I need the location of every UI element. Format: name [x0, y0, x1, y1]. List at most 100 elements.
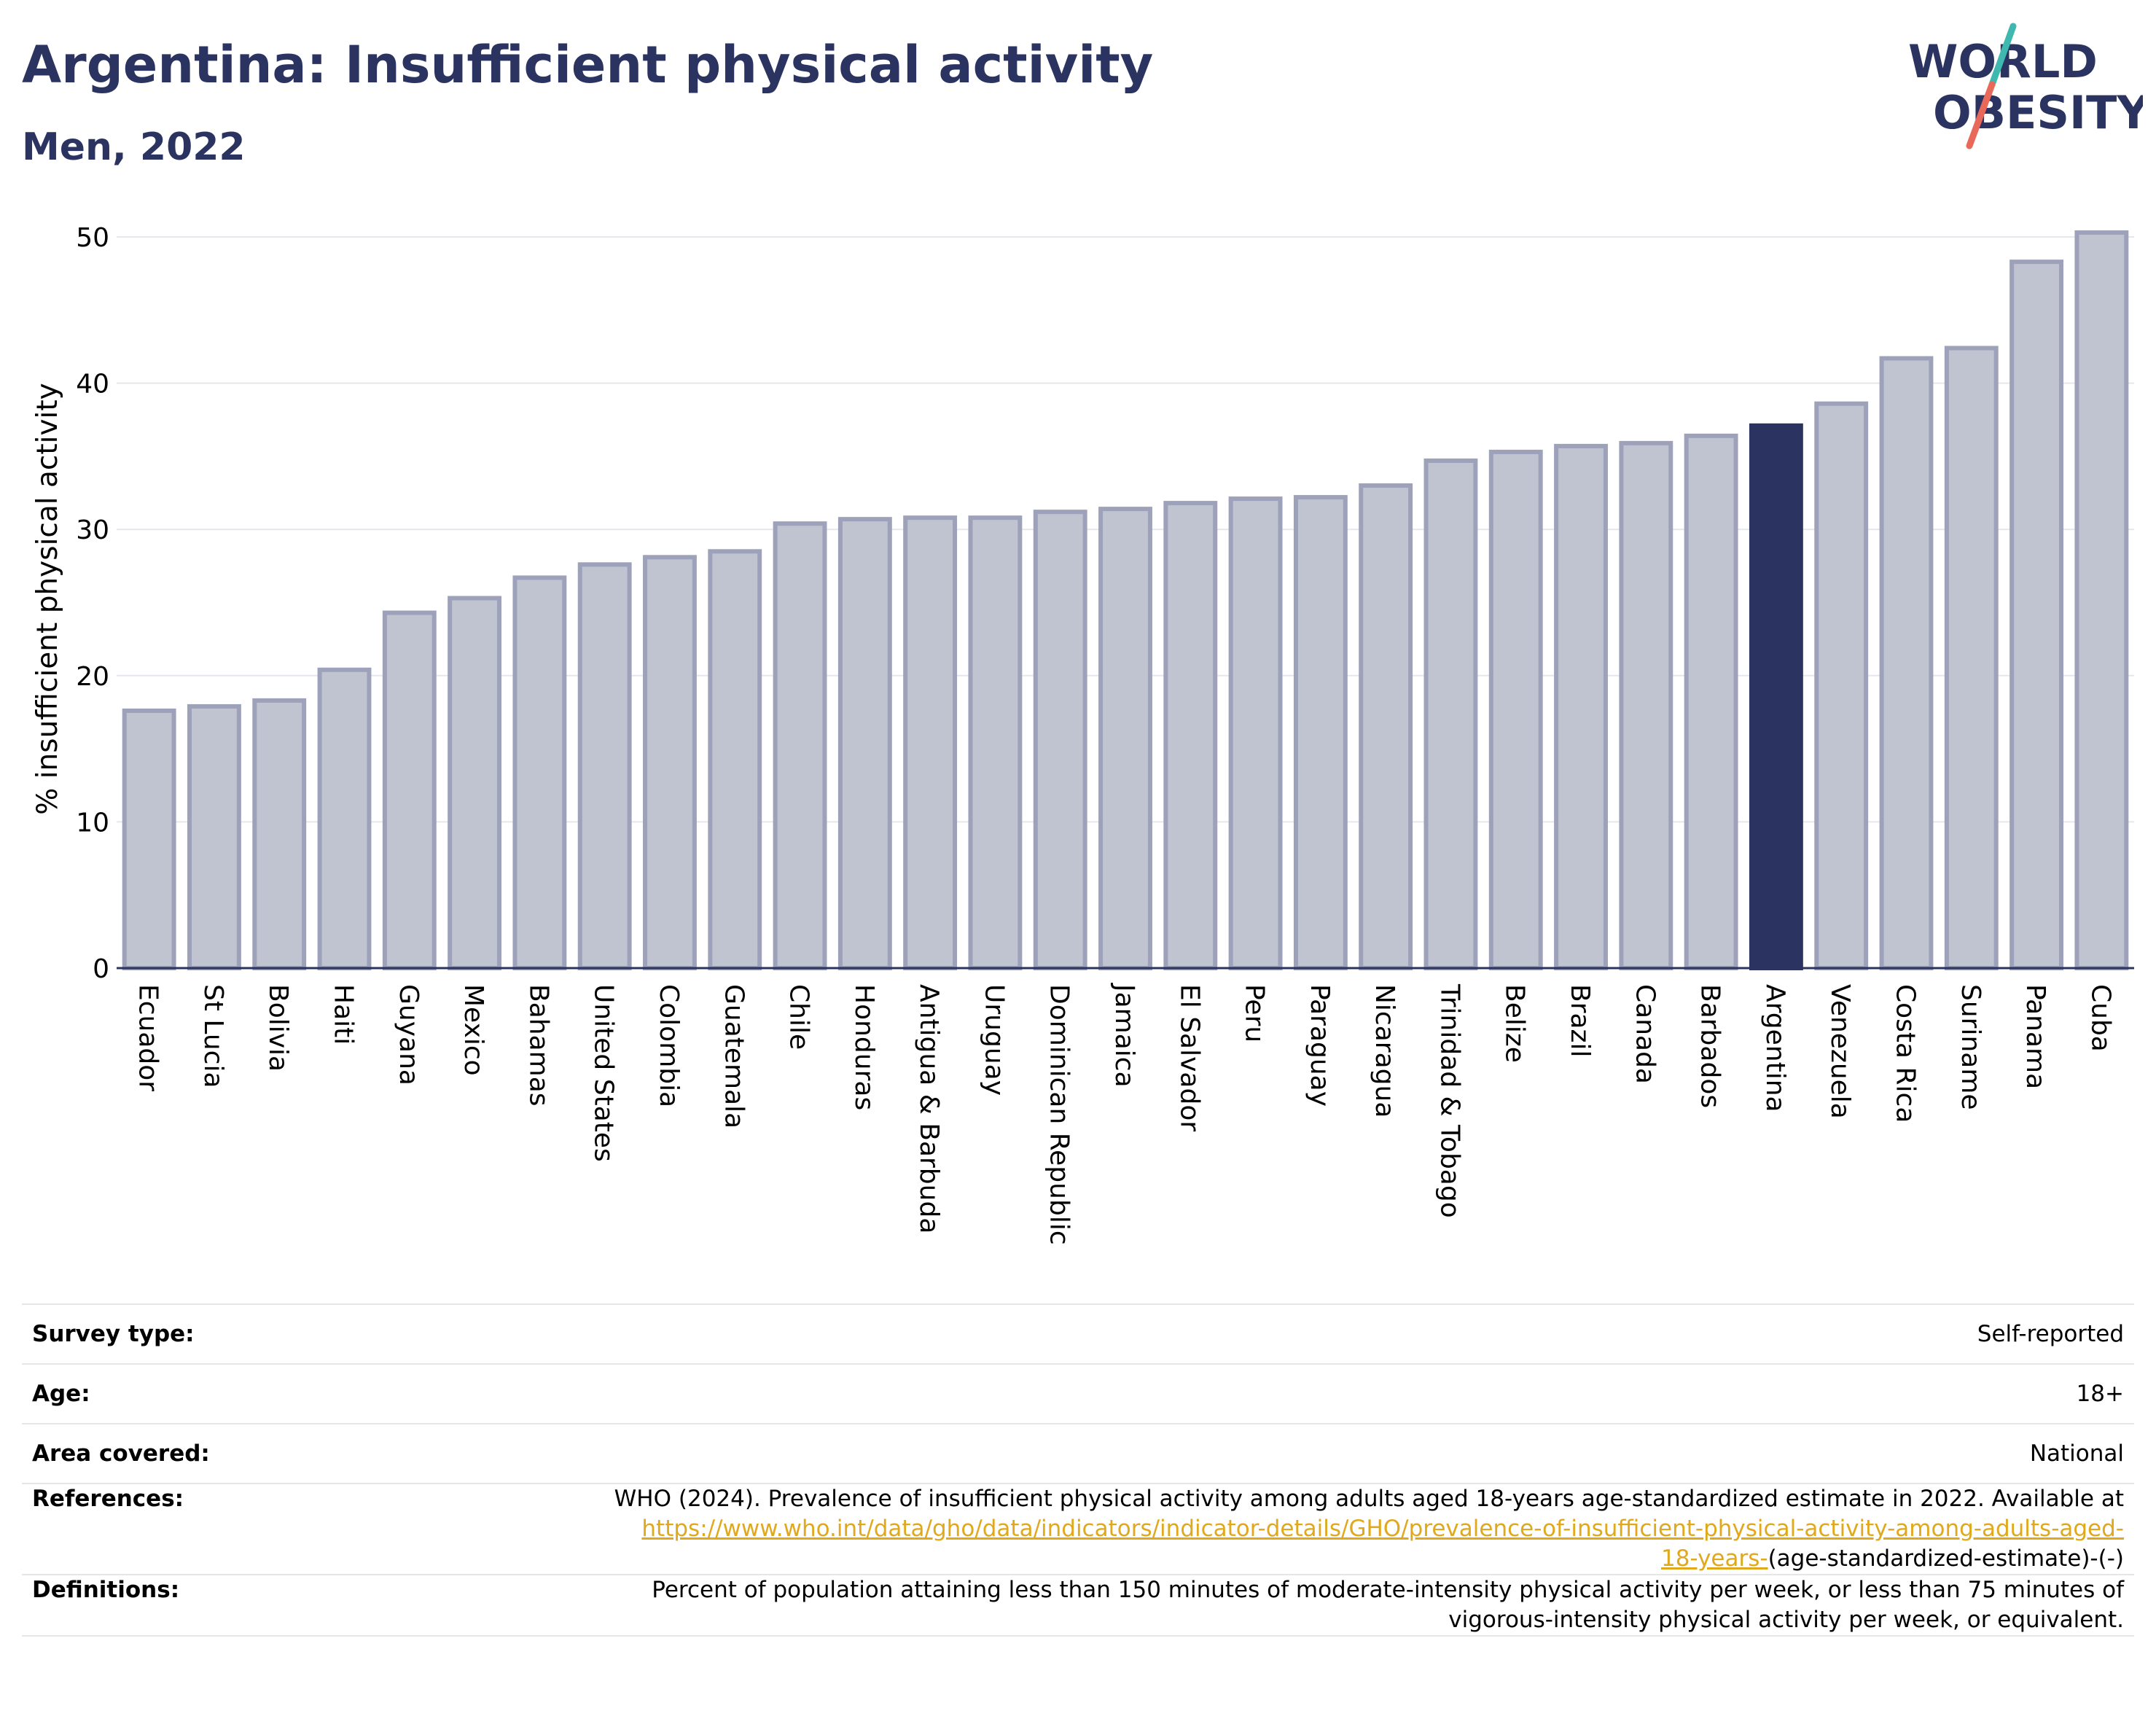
age-value: 18+: [2076, 1381, 2124, 1407]
definitions-label: Definitions:: [32, 1577, 180, 1603]
page-subtitle: Men, 2022: [22, 125, 246, 169]
bar: [968, 515, 1023, 970]
x-tick-label: Brazil: [1565, 984, 1595, 1057]
x-tick-label: United States: [589, 984, 619, 1162]
logo-line2: OBESITY: [1933, 86, 2143, 139]
bar: [1879, 356, 1934, 970]
x-tick-label: Panama: [2020, 984, 2050, 1089]
x-tick-label: Bahamas: [523, 984, 553, 1107]
bar: [1033, 510, 1087, 970]
definitions-value: Percent of population attaining less tha…: [436, 1575, 2134, 1636]
bar: [2009, 260, 2063, 971]
x-tick-label: Suriname: [1956, 984, 1985, 1110]
x-tick-label: Nicaragua: [1370, 984, 1399, 1118]
page-title: Argentina: Insufficient physical activit…: [22, 35, 1154, 95]
info-row-age: Age: 18+: [22, 1364, 2134, 1424]
survey-type-value: Self-reported: [1977, 1321, 2124, 1347]
bar-chart: 0 10 20 30 40 50 Ecuador St Lucia Bolivia Haiti G…: [31, 223, 2134, 1245]
x-tick-label: Ecuador: [133, 984, 163, 1091]
bar: [577, 562, 632, 970]
bar: [1944, 346, 1999, 970]
x-tick-label: Mexico: [458, 984, 488, 1076]
x-tick-label: Cuba: [2085, 984, 2115, 1052]
x-tick-label: St Lucia: [198, 984, 228, 1088]
x-tick-label: Belize: [1500, 984, 1530, 1063]
bar: [1293, 495, 1348, 970]
x-tick-label: Jamaica: [1109, 983, 1139, 1088]
bar: [512, 575, 567, 970]
definitions-line2: vigorous-intensity physical activity per…: [1448, 1607, 2124, 1633]
x-tick-label: Haiti: [329, 984, 359, 1045]
logo-slash-teal: [1988, 23, 2017, 88]
bar: [1684, 433, 1738, 970]
y-tick-label: 0: [93, 954, 109, 984]
x-tick-label: Guyana: [394, 984, 423, 1085]
x-tick-label: Venezuela: [1825, 984, 1855, 1119]
x-tick-label: Barbados: [1695, 984, 1725, 1108]
y-tick-label: 50: [76, 223, 109, 253]
bar: [1749, 423, 1803, 971]
x-tick-label: Peru: [1240, 984, 1270, 1042]
bar: [187, 703, 241, 970]
y-tick-label: 20: [76, 662, 109, 692]
bar: [1359, 483, 1413, 970]
world-obesity-logo: WORLD OBESITY: [1908, 23, 2143, 149]
bar: [448, 596, 502, 970]
bar: [1814, 401, 1869, 971]
age-label: Age:: [32, 1381, 90, 1407]
x-tick-label: Canada: [1630, 984, 1660, 1084]
x-tick-label: Honduras: [849, 984, 879, 1110]
references-link-part2[interactable]: 18-years-: [1660, 1545, 1768, 1572]
x-tick-label: Argentina: [1760, 984, 1790, 1112]
info-row-definitions: Definitions: Percent of population attai…: [22, 1575, 2134, 1636]
bar: [903, 515, 958, 970]
references-value: WHO (2024). Prevalence of insufficient p…: [436, 1483, 2134, 1575]
references-link-part1[interactable]: https://www.who.int/data/gho/data/indica…: [641, 1516, 2124, 1542]
info-row-area: Area covered: National: [22, 1424, 2134, 1483]
bar: [2074, 230, 2129, 970]
x-tick-label: Chile: [784, 984, 814, 1050]
y-tick-label: 40: [76, 370, 109, 399]
x-tick-label: Trinidad & Tobago: [1434, 983, 1464, 1218]
info-row-references: References: WHO (2024). Prevalence of in…: [22, 1483, 2134, 1575]
x-tick-label: Bolivia: [263, 984, 293, 1072]
y-axis-label: % insufficient physical activity: [31, 383, 64, 814]
logo-slash-coral: [1966, 81, 1996, 149]
x-tick-label: Uruguay: [979, 984, 1009, 1096]
references-label: References:: [32, 1486, 184, 1512]
x-tick-label: Dominican Republic: [1044, 984, 1074, 1245]
y-tick-labels: 0 10 20 30 40 50: [76, 223, 109, 984]
x-tick-label: Guatemala: [719, 984, 749, 1128]
y-tick-label: 30: [76, 515, 109, 545]
x-tick-label: Colombia: [654, 984, 684, 1107]
x-tick-label: Paraguay: [1305, 984, 1335, 1107]
area-value: National: [2029, 1440, 2124, 1467]
references-text: WHO (2024). Prevalence of insufficient p…: [614, 1486, 2124, 1512]
bar: [837, 517, 892, 971]
references-suffix: (age-standardized-estimate)-(-): [1768, 1545, 2124, 1572]
bar: [317, 667, 372, 971]
survey-type-label: Survey type:: [32, 1321, 195, 1347]
info-row-survey-type: Survey type: Self-reported: [22, 1304, 2134, 1364]
bar: [1488, 449, 1543, 971]
bar: [773, 521, 827, 971]
bar: [382, 610, 437, 971]
bar: [1423, 458, 1478, 970]
area-label: Area covered:: [32, 1440, 210, 1467]
definitions-line1: Percent of population attaining less tha…: [652, 1577, 2124, 1603]
bar: [122, 708, 176, 970]
bar: [252, 698, 307, 970]
bar: [1554, 443, 1608, 970]
bars-layer: [122, 230, 2129, 971]
bar: [708, 549, 762, 970]
x-tick-labels: Ecuador St Lucia Bolivia Haiti Guyana Mexico B…: [133, 983, 2116, 1245]
info-table: Survey type: Self-reported Age: 18+ Area…: [22, 1303, 2134, 1637]
bar: [1228, 496, 1283, 970]
bar: [643, 555, 697, 970]
y-tick-label: 10: [76, 808, 109, 838]
x-tick-label: El Salvador: [1174, 984, 1204, 1131]
x-tick-label: Costa Rica: [1890, 984, 1920, 1123]
bar: [1619, 440, 1673, 971]
bar: [1098, 507, 1152, 970]
bar: [1163, 501, 1218, 970]
